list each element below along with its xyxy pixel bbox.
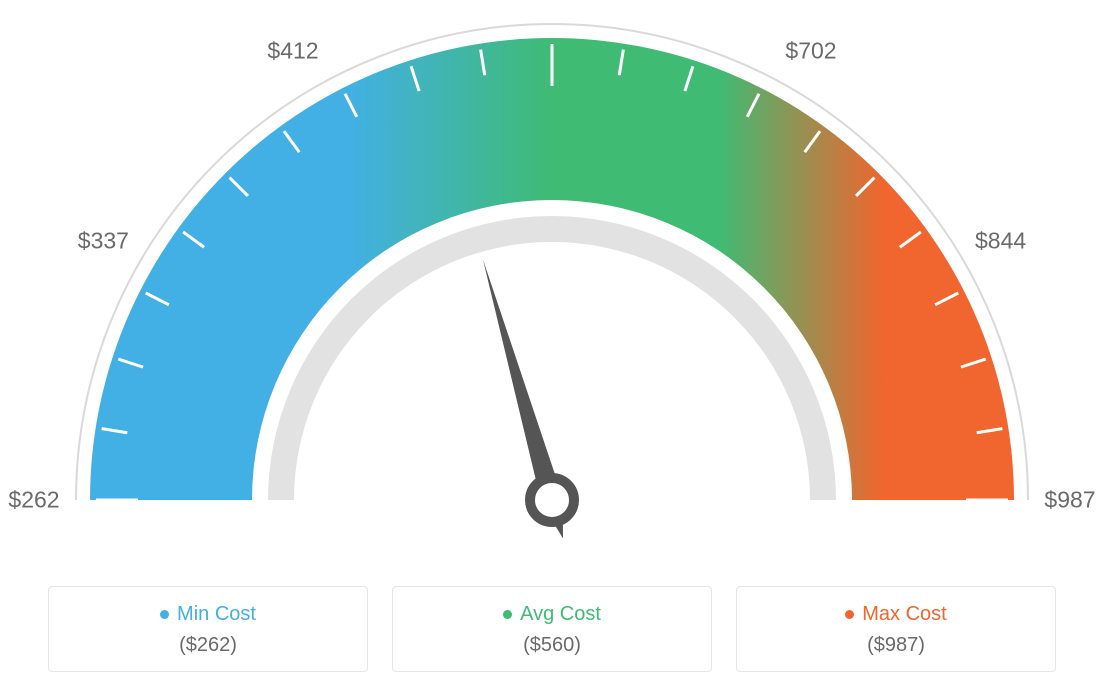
legend-title-min: Min Cost — [160, 603, 256, 626]
gauge-tick-label: $844 — [975, 228, 1026, 255]
gauge-tick-label: $412 — [267, 38, 318, 65]
legend-card-max: Max Cost ($987) — [736, 586, 1056, 672]
legend-title-avg: Avg Cost — [503, 603, 601, 626]
legend-value-min: ($262) — [59, 634, 357, 657]
legend-title-text: Max Cost — [862, 603, 946, 626]
legend-row: Min Cost ($262) Avg Cost ($560) Max Cost… — [0, 586, 1104, 672]
legend-title-text: Avg Cost — [520, 603, 601, 626]
gauge-tick-label: $987 — [1044, 487, 1095, 514]
legend-card-min: Min Cost ($262) — [48, 586, 368, 672]
legend-card-avg: Avg Cost ($560) — [392, 586, 712, 672]
gauge-tick-label: $702 — [785, 38, 836, 65]
legend-value-avg: ($560) — [403, 634, 701, 657]
legend-title-text: Min Cost — [177, 603, 256, 626]
legend-value-max: ($987) — [747, 634, 1045, 657]
legend-title-max: Max Cost — [845, 603, 946, 626]
gauge-tick-label: $337 — [78, 228, 129, 255]
dot-icon-min — [160, 610, 169, 619]
dot-icon-max — [845, 610, 854, 619]
gauge-svg — [0, 0, 1104, 580]
gauge-chart: $262$337$412$560$702$844$987 — [0, 0, 1104, 580]
dot-icon-avg — [503, 610, 512, 619]
gauge-tick-label: $262 — [8, 487, 59, 514]
